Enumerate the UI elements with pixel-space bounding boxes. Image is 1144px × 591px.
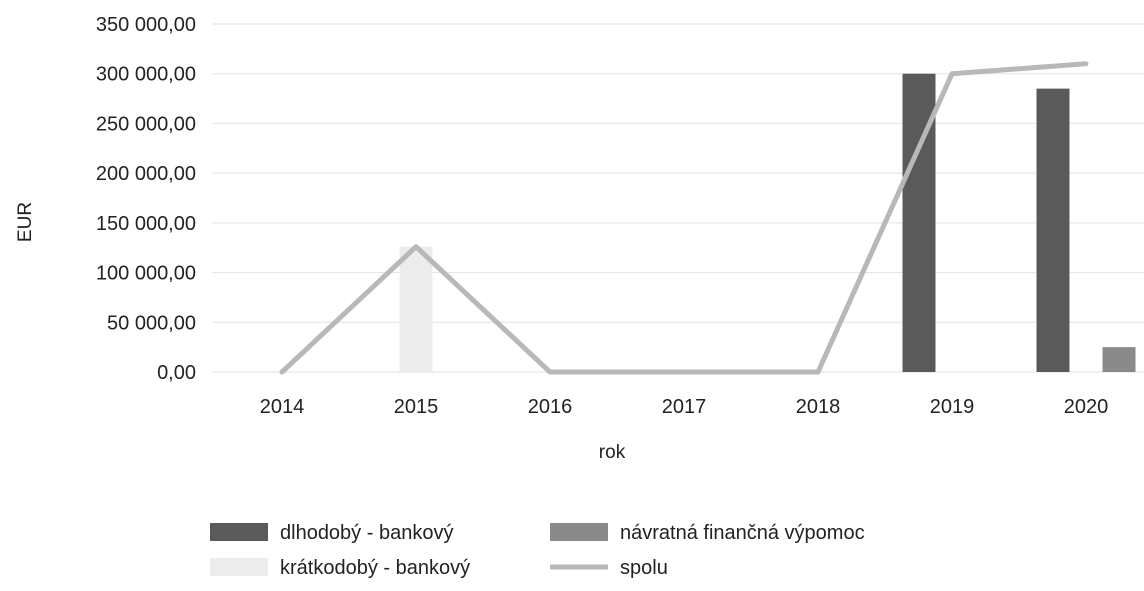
y-tick-label: 0,00 (157, 362, 196, 384)
y-tick-label: 50 000,00 (107, 312, 196, 334)
legend: dlhodobý - bankový návratná finančná výpo… (210, 522, 865, 579)
legend-label: návratná finančná výpomoc (620, 522, 865, 544)
y-tick-labels: 0,00 50 000,00 100 000,00 150 000,00 200 000… (96, 14, 196, 384)
bar (399, 246, 433, 372)
y-tick-label: 300 000,00 (96, 64, 196, 86)
x-tick-label: 2016 (528, 396, 573, 418)
x-tick-label: 2018 (796, 396, 841, 418)
y-tick-label: 200 000,00 (96, 163, 196, 185)
legend-label: spolu (620, 557, 668, 579)
legend-label: dlhodobý - bankový (280, 522, 453, 544)
y-axis-label: EUR (15, 202, 36, 242)
bar (1102, 347, 1136, 372)
legend-swatch (550, 523, 608, 541)
legend-swatch (210, 558, 268, 576)
x-tick-labels: 2014 2015 2016 2017 2018 2019 2020 (260, 396, 1109, 418)
x-axis-label: rok (599, 442, 626, 463)
legend-label: krátkodobý - bankový (280, 557, 470, 579)
x-tick-label: 2020 (1064, 396, 1109, 418)
x-tick-label: 2017 (662, 396, 707, 418)
line-series (279, 61, 1089, 375)
lines (279, 61, 1089, 375)
bar (1036, 88, 1070, 372)
y-tick-label: 350 000,00 (96, 14, 196, 36)
x-tick-label: 2014 (260, 396, 305, 418)
x-tick-label: 2015 (394, 396, 439, 418)
y-tick-label: 100 000,00 (96, 263, 196, 285)
legend-swatch (210, 523, 268, 541)
y-tick-label: 250 000,00 (96, 113, 196, 135)
gridlines (212, 23, 1144, 373)
x-tick-label: 2019 (930, 396, 975, 418)
y-tick-label: 150 000,00 (96, 213, 196, 235)
